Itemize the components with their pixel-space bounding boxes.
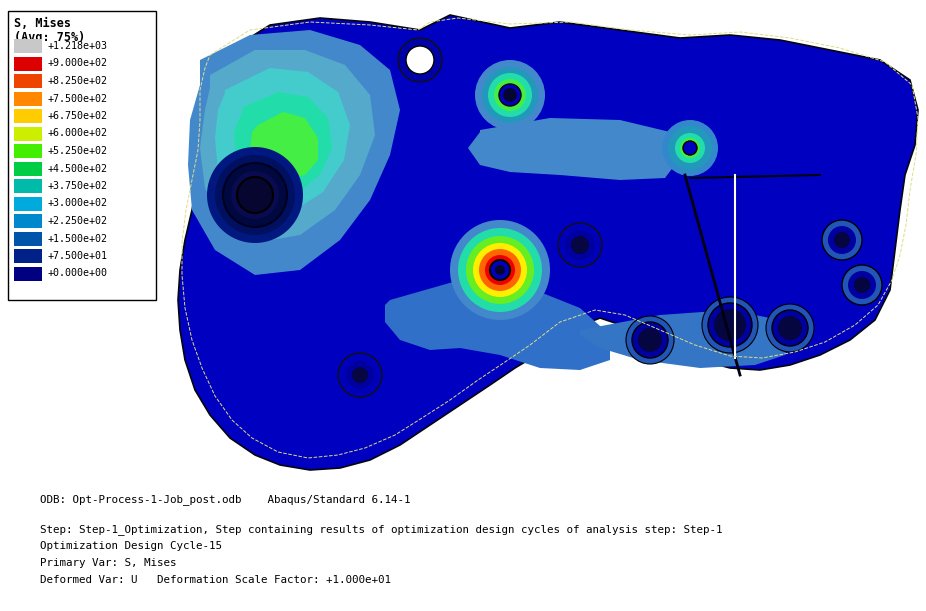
Text: Optimization Design Cycle-15: Optimization Design Cycle-15: [40, 541, 222, 551]
Text: +8.250e+02: +8.250e+02: [48, 76, 108, 86]
Circle shape: [822, 220, 862, 260]
Text: +1.500e+02: +1.500e+02: [48, 233, 108, 244]
Circle shape: [714, 309, 746, 341]
Circle shape: [842, 265, 882, 305]
Circle shape: [488, 73, 532, 117]
Circle shape: [632, 322, 668, 358]
Circle shape: [834, 232, 850, 248]
Circle shape: [638, 328, 662, 352]
Polygon shape: [468, 118, 680, 180]
Polygon shape: [250, 112, 318, 180]
Circle shape: [346, 361, 374, 389]
Circle shape: [683, 141, 697, 155]
FancyBboxPatch shape: [14, 56, 42, 70]
FancyBboxPatch shape: [14, 74, 42, 88]
FancyBboxPatch shape: [14, 92, 42, 106]
Circle shape: [406, 46, 434, 74]
Circle shape: [503, 88, 517, 102]
Polygon shape: [580, 310, 790, 368]
Polygon shape: [215, 68, 350, 215]
Circle shape: [473, 243, 527, 297]
Text: +0.000e+00: +0.000e+00: [48, 268, 108, 279]
Circle shape: [668, 126, 712, 170]
Circle shape: [398, 38, 442, 82]
Polygon shape: [178, 15, 918, 470]
FancyBboxPatch shape: [14, 179, 42, 193]
Circle shape: [352, 367, 368, 383]
FancyBboxPatch shape: [8, 11, 156, 300]
Circle shape: [680, 138, 700, 158]
Circle shape: [495, 265, 505, 275]
FancyBboxPatch shape: [14, 232, 42, 246]
Circle shape: [490, 260, 510, 280]
Circle shape: [338, 353, 382, 397]
FancyBboxPatch shape: [14, 161, 42, 175]
Text: +6.750e+02: +6.750e+02: [48, 111, 108, 121]
FancyBboxPatch shape: [14, 109, 42, 123]
FancyBboxPatch shape: [14, 249, 42, 263]
FancyBboxPatch shape: [14, 39, 42, 53]
Circle shape: [772, 310, 808, 346]
Text: ODB: Opt-Process-1-Job_post.odb    Abaqus/Standard 6.14-1: ODB: Opt-Process-1-Job_post.odb Abaqus/S…: [40, 494, 410, 505]
Circle shape: [223, 163, 287, 227]
Text: +7.500e+01: +7.500e+01: [48, 251, 108, 261]
Circle shape: [485, 255, 515, 285]
Polygon shape: [234, 92, 332, 196]
Circle shape: [499, 84, 521, 106]
Polygon shape: [188, 30, 400, 275]
Text: +2.250e+02: +2.250e+02: [48, 216, 108, 226]
FancyBboxPatch shape: [14, 144, 42, 158]
Text: +6.000e+02: +6.000e+02: [48, 128, 108, 139]
Circle shape: [675, 133, 705, 163]
Text: +5.250e+02: +5.250e+02: [48, 146, 108, 156]
Polygon shape: [200, 50, 375, 242]
Circle shape: [215, 155, 295, 235]
Circle shape: [828, 226, 856, 254]
FancyBboxPatch shape: [14, 197, 42, 211]
Circle shape: [450, 220, 550, 320]
Circle shape: [854, 277, 870, 293]
Text: +4.500e+02: +4.500e+02: [48, 164, 108, 174]
Circle shape: [708, 303, 752, 347]
Text: +3.000e+02: +3.000e+02: [48, 199, 108, 208]
FancyBboxPatch shape: [14, 126, 42, 141]
Text: S, Mises: S, Mises: [14, 17, 71, 30]
Text: +1.218e+03: +1.218e+03: [48, 41, 108, 51]
Text: +3.750e+02: +3.750e+02: [48, 181, 108, 191]
Circle shape: [662, 120, 718, 176]
Text: +7.500e+02: +7.500e+02: [48, 93, 108, 103]
Circle shape: [778, 316, 802, 340]
Circle shape: [458, 228, 542, 312]
Polygon shape: [385, 280, 610, 370]
Text: Primary Var: S, Mises: Primary Var: S, Mises: [40, 558, 177, 568]
FancyBboxPatch shape: [14, 266, 42, 280]
Circle shape: [231, 171, 279, 219]
Circle shape: [482, 67, 538, 123]
Circle shape: [494, 79, 526, 111]
Circle shape: [237, 177, 273, 213]
Circle shape: [571, 236, 589, 254]
Circle shape: [766, 304, 814, 352]
Circle shape: [475, 60, 545, 130]
Circle shape: [479, 249, 521, 291]
Circle shape: [466, 236, 534, 304]
Text: (Avg: 75%): (Avg: 75%): [14, 31, 85, 44]
Circle shape: [702, 297, 758, 353]
FancyBboxPatch shape: [14, 214, 42, 228]
Text: Deformed Var: U   Deformation Scale Factor: +1.000e+01: Deformed Var: U Deformation Scale Factor…: [40, 575, 391, 585]
Text: Step: Step-1_Optimization, Step containing results of optimization design cycles: Step: Step-1_Optimization, Step containi…: [40, 524, 722, 535]
Circle shape: [565, 230, 595, 260]
Circle shape: [207, 147, 303, 243]
Circle shape: [848, 271, 876, 299]
Text: +9.000e+02: +9.000e+02: [48, 59, 108, 68]
Circle shape: [558, 223, 602, 267]
Circle shape: [626, 316, 674, 364]
